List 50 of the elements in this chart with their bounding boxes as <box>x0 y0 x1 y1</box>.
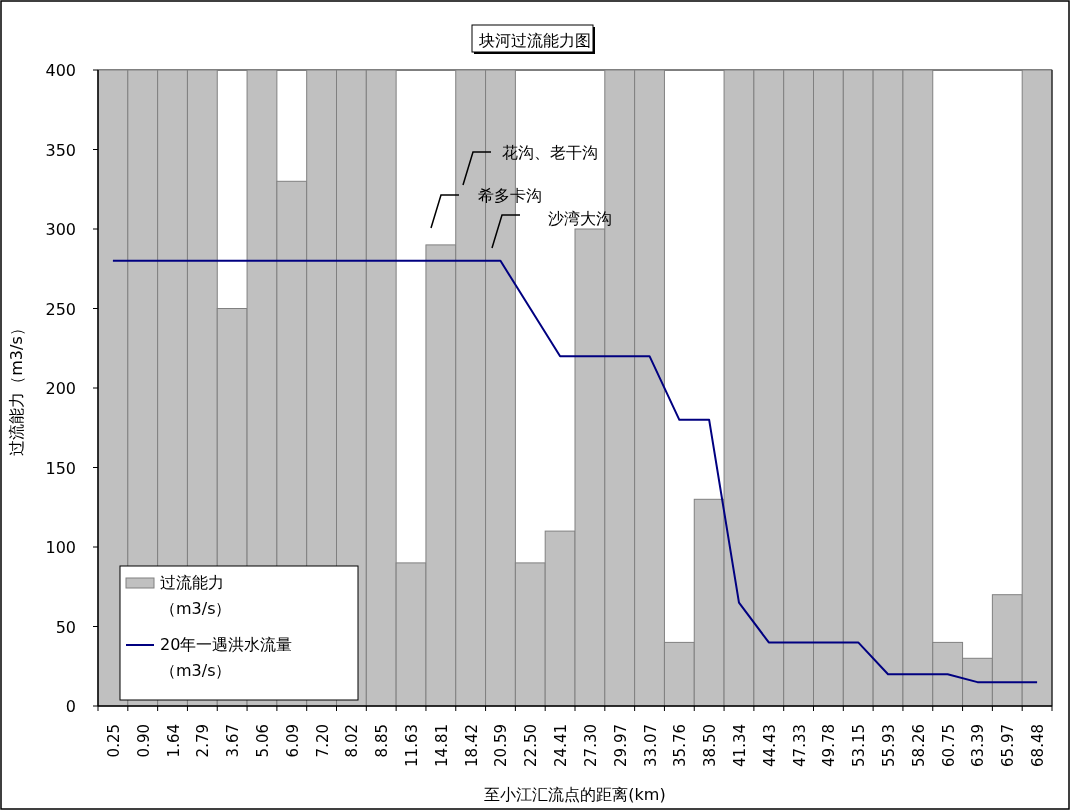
y-tick-label: 100 <box>45 538 76 557</box>
x-tick-label: 20.59 <box>492 724 511 767</box>
x-tick-label: 41.34 <box>730 724 749 767</box>
legend-label: 20年一遇洪水流量（m3/s） <box>160 635 293 680</box>
y-tick-label: 200 <box>45 379 76 398</box>
y-tick-label: 50 <box>55 617 76 637</box>
annotation: 沙湾大沟 <box>548 209 612 228</box>
x-tick-label: 35.76 <box>671 724 690 767</box>
x-tick-label: 29.97 <box>611 724 630 767</box>
annotation: 希多卡沟 <box>478 186 542 205</box>
y-tick-label: 250 <box>45 299 76 319</box>
x-tick-label: 24.41 <box>552 724 571 767</box>
chart-title: 块河过流能力图 <box>478 31 591 50</box>
x-tick-label: 33.07 <box>641 724 660 767</box>
x-tick-label: 5.06 <box>253 724 272 758</box>
x-tick-label: 68.48 <box>1029 724 1048 767</box>
x-tick-label: 1.64 <box>164 724 183 758</box>
x-tick-label: 63.39 <box>969 724 988 767</box>
x-tick-label: 0.25 <box>104 724 123 758</box>
x-tick-label: 11.63 <box>403 724 422 767</box>
x-tick-label: 2.79 <box>194 724 213 758</box>
x-tick-label: 27.30 <box>581 724 600 767</box>
x-tick-label: 6.09 <box>283 724 302 758</box>
x-tick-label: 7.20 <box>313 724 332 758</box>
line-series <box>111 259 1039 684</box>
x-tick-label: 8.02 <box>343 724 362 758</box>
y-axis-title: 过流能力（m3/s） <box>7 320 26 456</box>
x-tick-label: 49.78 <box>820 724 839 767</box>
annotation: 花沟、老干沟 <box>502 143 598 162</box>
x-tick-label: 65.97 <box>999 724 1018 767</box>
x-tick-label: 53.15 <box>850 724 869 767</box>
x-tick-label: 60.75 <box>939 724 958 767</box>
y-tick-label: 400 <box>45 61 76 80</box>
y-tick-label: 0 <box>65 697 76 716</box>
x-tick-label: 22.50 <box>522 724 541 767</box>
x-tick-label: 38.50 <box>701 724 720 767</box>
y-tick-label: 150 <box>45 458 76 478</box>
x-tick-label: 47.33 <box>790 724 809 767</box>
x-tick-label: 8.85 <box>373 724 392 758</box>
x-axis-title: 至小江汇流点的距离(km) <box>484 785 666 804</box>
x-tick-label: 18.42 <box>462 724 481 767</box>
x-tick-label: 58.26 <box>909 724 928 767</box>
y-tick-label: 300 <box>45 220 76 239</box>
x-tick-label: 3.67 <box>224 724 243 758</box>
y-tick-label: 350 <box>45 140 76 160</box>
x-tick-label: 14.81 <box>432 724 451 767</box>
x-tick-label: 0.90 <box>134 724 153 758</box>
legend-label: 过流能力（m3/s） <box>160 573 232 618</box>
x-tick-label: 44.43 <box>760 724 779 767</box>
x-tick-label: 55.93 <box>880 724 899 767</box>
